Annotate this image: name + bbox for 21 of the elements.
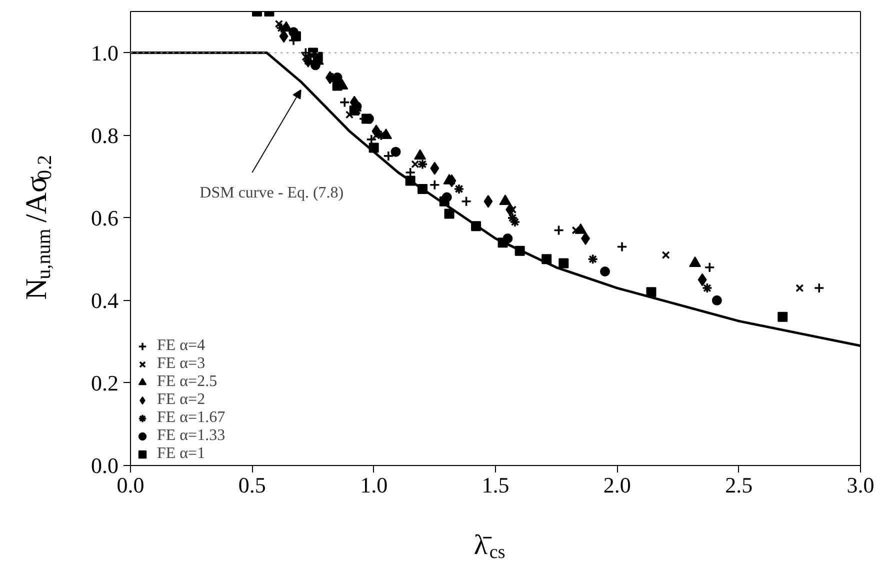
legend-label: FE α=4 [157,337,206,355]
x-tick-label: 3.0 [846,472,874,498]
x-tick-label: 1.5 [482,472,510,498]
x-tick-label: 0.5 [238,472,266,498]
y-tick-label: 1.0 [91,40,118,66]
legend-label: FE α=3 [157,355,206,373]
y-tick-label: 0.8 [91,122,118,148]
x-tick-label: 1.0 [360,472,388,498]
legend-label: FE α=1 [157,445,206,463]
x-tick-label: 2.0 [603,472,631,498]
legend-label: FE α=1.33 [157,427,226,445]
y-tick-label: 0.4 [91,288,118,313]
y-tick-label: 0.0 [91,453,118,478]
legend-label: FE α=2 [157,391,206,409]
y-tick-label: 0.2 [91,370,118,396]
x-tick-label: 2.5 [725,472,753,498]
legend-label: FE α=1.67 [157,409,226,427]
legend-label: FE α=2.5 [157,373,218,391]
annotation: DSM curve - Eq. (7.8) [200,184,344,202]
y-tick-label: 0.6 [91,205,118,230]
x-tick-label: 0.0 [116,472,144,498]
